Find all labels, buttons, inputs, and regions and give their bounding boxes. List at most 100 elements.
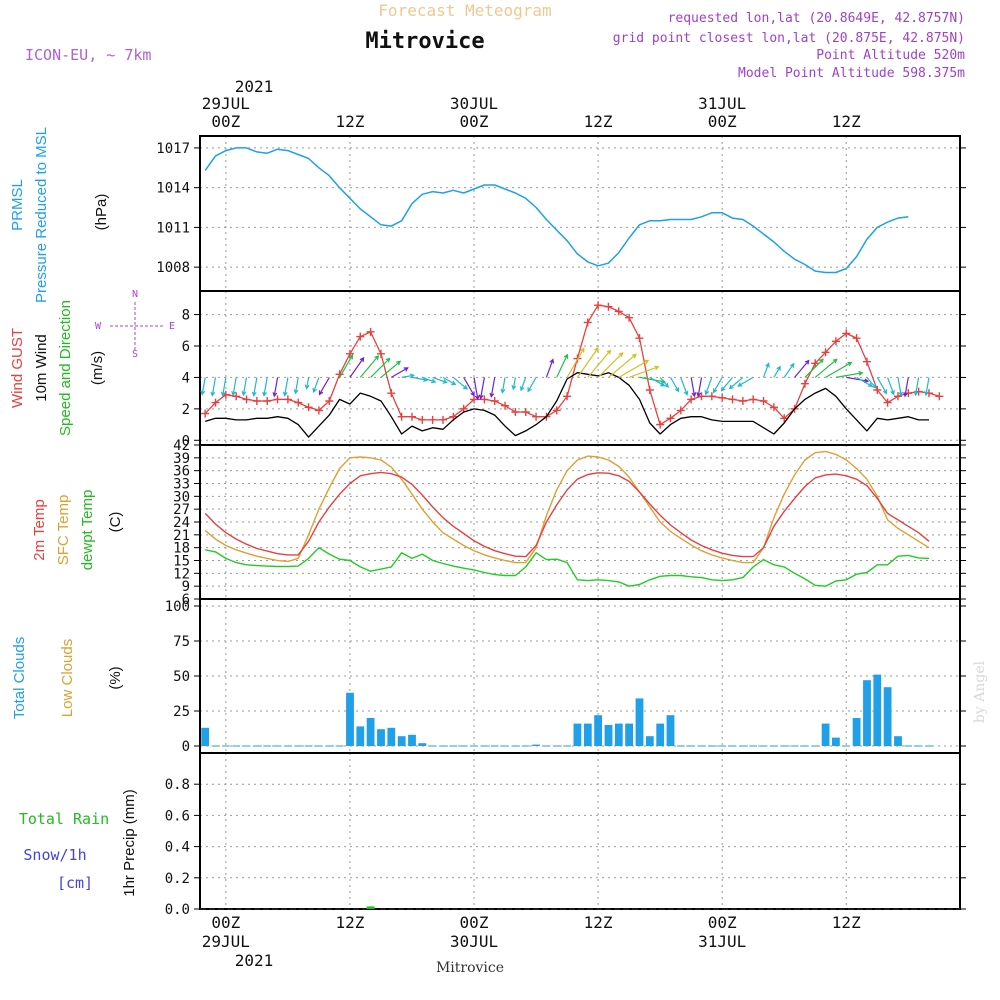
wind-direction-arrow bbox=[825, 361, 853, 378]
total-clouds-bar bbox=[894, 736, 902, 746]
wind-direction-arrow bbox=[293, 377, 299, 395]
clouds-label-low: Low Clouds bbox=[59, 639, 76, 717]
wind-direction-arrow bbox=[500, 377, 506, 394]
info-point-altitude: Point Altitude 520m bbox=[816, 48, 965, 63]
wind-direction-arrow bbox=[835, 370, 864, 378]
total-clouds-bar bbox=[201, 727, 210, 746]
gust-marker bbox=[738, 397, 747, 405]
gust-line bbox=[204, 304, 940, 426]
bottom-date-label: 29JUL bbox=[202, 932, 250, 951]
meteogram-subtitle: Forecast Meteogram bbox=[378, 1, 551, 20]
y-tick-label: 2 bbox=[182, 402, 190, 418]
precip-label-rain: Total Rain bbox=[19, 810, 109, 828]
total-clouds-bar bbox=[346, 692, 354, 746]
gust-marker bbox=[935, 392, 944, 401]
info-requested: requested lon,lat (20.8649E, 42.8757N) bbox=[668, 11, 965, 26]
wind-direction-arrow bbox=[720, 377, 733, 392]
gust-marker bbox=[831, 337, 840, 346]
gust-marker bbox=[325, 397, 334, 405]
gust-marker bbox=[397, 412, 406, 421]
gust-marker bbox=[242, 395, 251, 404]
wind-direction-arrow bbox=[913, 377, 920, 397]
wind-direction-arrow bbox=[318, 377, 330, 396]
wind-direction-arrow bbox=[628, 365, 660, 378]
gust-marker bbox=[418, 415, 427, 424]
bottom-year-label: 2021 bbox=[235, 951, 274, 970]
gust-marker bbox=[811, 359, 820, 368]
total-clouds-bar bbox=[852, 718, 861, 746]
gust-marker bbox=[821, 348, 830, 357]
wind-direction-arrow bbox=[924, 377, 930, 397]
wind-direction-arrow bbox=[478, 377, 485, 400]
y-tick-label: 1014 bbox=[156, 181, 190, 197]
wind-direction-arrow bbox=[887, 377, 895, 396]
gust-marker bbox=[687, 395, 696, 404]
gust-marker bbox=[604, 302, 613, 311]
y-tick-label: 0.6 bbox=[165, 808, 190, 824]
wind-direction-arrow bbox=[608, 353, 637, 378]
y-tick-label: 9 bbox=[182, 579, 190, 595]
gust-marker bbox=[263, 397, 272, 405]
gust-marker bbox=[314, 406, 323, 415]
gust-marker bbox=[842, 329, 851, 338]
total-clouds-bar bbox=[821, 723, 830, 746]
gust-marker bbox=[294, 398, 303, 407]
y-tick-label: 0 bbox=[182, 433, 190, 449]
y-tick-label: 6 bbox=[182, 339, 190, 355]
wind-direction-arrow bbox=[231, 377, 237, 397]
wind-direction-arrow bbox=[659, 377, 669, 388]
total-clouds-bar bbox=[377, 729, 385, 746]
wind-label-gust: Wind GUST bbox=[9, 328, 26, 408]
total-clouds-bar bbox=[583, 723, 592, 746]
total-clouds-bar bbox=[408, 734, 416, 746]
wind-unit: (m/s) bbox=[89, 351, 106, 385]
y-tick-label: 50 bbox=[173, 669, 190, 685]
gust-marker bbox=[532, 412, 541, 421]
wind-compass: N W E S bbox=[95, 289, 175, 360]
total-clouds-bar bbox=[635, 698, 644, 746]
gust-marker bbox=[273, 395, 282, 404]
wind-direction-arrow bbox=[737, 376, 754, 387]
y-tick-label: 6 bbox=[182, 592, 190, 608]
gust-marker bbox=[656, 420, 665, 429]
y-tick-label: 0 bbox=[182, 739, 190, 755]
total-clouds-bar bbox=[873, 674, 882, 746]
wind-direction-arrow bbox=[876, 377, 888, 395]
gust-marker bbox=[211, 398, 220, 407]
total-clouds-bar bbox=[397, 736, 406, 746]
wind-direction-arrow bbox=[866, 377, 877, 389]
wind-direction-arrow bbox=[773, 365, 781, 378]
gust-marker bbox=[873, 386, 882, 394]
top-date-label: 29JUL bbox=[202, 94, 250, 113]
bottom-hour-label: 00Z bbox=[460, 913, 489, 932]
y-tick-label: 18 bbox=[173, 541, 190, 557]
y-tick-label: 1011 bbox=[156, 220, 190, 236]
gust-marker bbox=[614, 307, 623, 316]
wind-direction-arrow bbox=[587, 349, 612, 378]
wind-label-direction: Speed and Direction bbox=[57, 300, 74, 436]
y-tick-label: 24 bbox=[173, 515, 190, 531]
dewpt-line bbox=[205, 547, 930, 587]
wind-direction-arrow bbox=[200, 377, 206, 396]
wind-direction-arrow bbox=[489, 377, 496, 398]
wind-direction-arrow bbox=[527, 377, 537, 393]
top-hour-label: 00Z bbox=[460, 112, 489, 131]
temp-label-dewpt: dewpt Temp bbox=[79, 490, 96, 571]
total-clouds-bar bbox=[832, 737, 840, 746]
gust-marker bbox=[356, 332, 365, 341]
station-title: Mitrovice bbox=[365, 29, 484, 54]
wind-direction-arrow bbox=[712, 377, 723, 394]
wind-direction-arrow bbox=[370, 357, 391, 378]
precip-label-cm: [cm] bbox=[57, 874, 93, 892]
wind-direction-arrow bbox=[519, 377, 527, 392]
wind-direction-arrow bbox=[618, 359, 650, 378]
total-clouds-bar bbox=[532, 744, 540, 746]
precip-label-snow: Snow/1h bbox=[23, 846, 86, 864]
top-hour-label: 12Z bbox=[335, 112, 364, 131]
wind-direction-arrow bbox=[272, 377, 279, 398]
total-clouds-bar bbox=[883, 687, 892, 746]
y-tick-label: 4 bbox=[182, 370, 190, 386]
wind-direction-arrow bbox=[422, 376, 437, 384]
y-tick-label: 12 bbox=[173, 566, 190, 582]
